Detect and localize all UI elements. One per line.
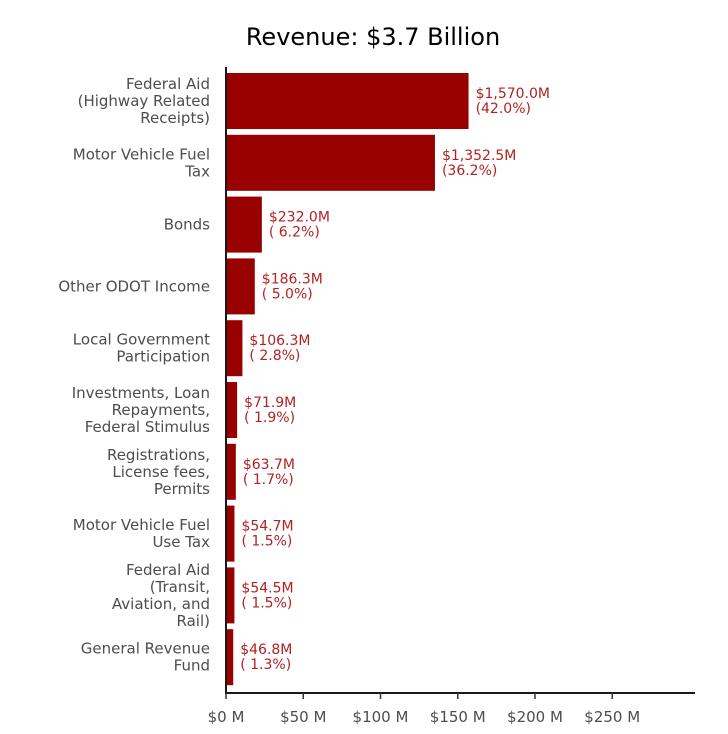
bar xyxy=(226,629,234,686)
category-label: Participation xyxy=(116,348,210,366)
bar-percent-label: ( 1.9%) xyxy=(244,410,295,426)
bar-percent-label: ( 1.5%) xyxy=(241,534,292,550)
bar-value-label: $71.9M xyxy=(244,395,296,411)
bar-value-label: $1,352.5M xyxy=(442,148,516,164)
category-label: License fees, xyxy=(112,463,210,481)
category-label: Motor Vehicle Fuel xyxy=(73,145,210,163)
bar xyxy=(226,382,238,438)
x-tick-label: $100 M xyxy=(353,708,409,726)
category-label: Other ODOT Income xyxy=(58,277,210,295)
category-label: Aviation, and xyxy=(112,595,210,613)
bar-percent-label: ( 1.3%) xyxy=(240,657,291,673)
category-label: Federal Aid xyxy=(126,561,210,579)
x-tick-label: $200 M xyxy=(507,708,563,726)
bar xyxy=(226,567,235,624)
bar-value-label: $63.7M xyxy=(243,457,295,473)
category-label: Federal Aid xyxy=(126,75,210,93)
bar-value-label: $54.7M xyxy=(241,519,293,535)
bar-percent-label: ( 2.8%) xyxy=(249,348,300,364)
bar xyxy=(226,258,255,315)
bar-value-label: $186.3M xyxy=(262,271,323,287)
x-tick-label: $250 M xyxy=(584,708,640,726)
bar-percent-label: (42.0%) xyxy=(476,101,531,117)
value-labels-group: $1,570.0M(42.0%)$1,352.5M(36.2%)$232.0M(… xyxy=(240,86,550,673)
bar xyxy=(226,505,235,562)
x-ticks-group: $0 M $50 M $100 M $150 M $200 M $250 M xyxy=(208,693,640,726)
category-label: Permits xyxy=(154,480,210,498)
category-label: Motor Vehicle Fuel xyxy=(73,516,210,534)
bar-value-label: $46.8M xyxy=(240,642,292,658)
category-label: Repayments, xyxy=(112,401,210,419)
bar-value-label: $106.3M xyxy=(249,333,310,349)
bar xyxy=(226,73,469,129)
bar xyxy=(226,320,243,377)
x-tick-label: $50 M xyxy=(280,708,326,726)
category-label: Bonds xyxy=(164,216,210,234)
category-label: Fund xyxy=(174,657,210,675)
bar xyxy=(226,134,435,191)
category-label: Investments, Loan xyxy=(72,384,210,402)
category-labels-group: Federal Aid(Highway RelatedReceipts)Moto… xyxy=(58,75,210,675)
category-label: Use Tax xyxy=(152,533,210,551)
category-label: Federal Stimulus xyxy=(85,418,210,436)
bar xyxy=(226,196,262,253)
category-label: Local Government xyxy=(73,331,210,349)
category-label: Rail) xyxy=(177,612,210,630)
bar-percent-label: ( 6.2%) xyxy=(269,225,320,241)
bar-percent-label: (36.2%) xyxy=(442,163,497,179)
bars-group xyxy=(226,73,469,686)
bar-percent-label: ( 1.5%) xyxy=(241,595,292,611)
category-label: Tax xyxy=(184,162,210,180)
bar-value-label: $1,570.0M xyxy=(476,86,550,102)
category-label: (Highway Related xyxy=(78,92,210,110)
bar-percent-label: ( 5.0%) xyxy=(262,286,313,302)
bar-value-label: $232.0M xyxy=(269,210,330,226)
bar xyxy=(226,443,236,500)
x-tick-label: $150 M xyxy=(430,708,486,726)
bar-percent-label: ( 1.7%) xyxy=(243,472,294,488)
category-label: Receipts) xyxy=(140,109,210,127)
category-label: General Revenue xyxy=(81,640,210,658)
x-tick-label: $0 M xyxy=(208,708,245,726)
bar-value-label: $54.5M xyxy=(241,580,293,596)
category-label: (Transit, xyxy=(150,578,210,596)
chart-title: Revenue: $3.7 Billion xyxy=(246,23,500,51)
category-label: Registrations, xyxy=(107,446,210,464)
